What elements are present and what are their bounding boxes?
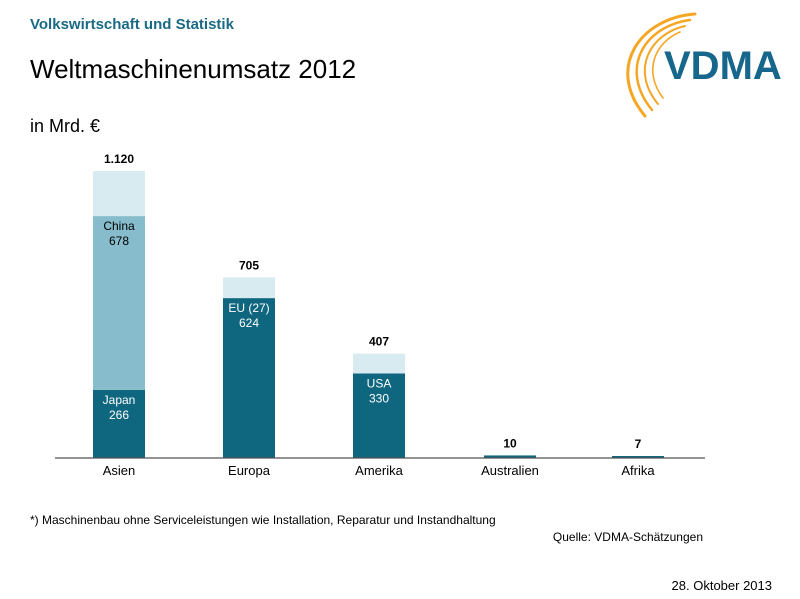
bar-segment-afrika-0 [612,456,664,458]
total-value-label: 7 [635,437,642,451]
vdma-logo-icon [626,12,697,118]
category-label: Europa [228,463,271,478]
category-label: Australien [481,463,539,478]
segment-value-label: 330 [369,391,389,405]
unit-label: in Mrd. € [30,116,101,136]
bar-segment-europa-1 [223,277,275,299]
segment-value-label: 266 [109,408,129,422]
category-label: Amerika [355,463,403,478]
source-note: Quelle: VDMA-Schätzungen [552,530,703,544]
total-value-label: 1.120 [104,152,134,166]
bar-segment-asien-2 [93,171,145,217]
date-label: 28. Oktober 2013 [671,578,772,593]
segment-name-label: China [103,219,135,233]
segment-value-label: 624 [239,316,259,330]
total-value-label: 10 [503,436,517,450]
total-value-label: 407 [369,335,389,349]
bar-segment-europa-0 [223,298,275,458]
footnote: *) Maschinenbau ohne Serviceleistungen w… [30,513,496,527]
segment-name-label: USA [367,376,392,390]
page-title: Weltmaschinenumsatz 2012 [30,54,357,84]
bar-segment-asien-1 [93,216,145,390]
department-heading: Volkswirtschaft und Statistik [30,16,234,33]
logo-text: VDMA [664,44,782,88]
total-value-label: 705 [239,258,259,272]
segment-value-label: 678 [109,234,129,248]
category-label: Asien [103,463,136,478]
bar-segment-australien-0 [484,455,536,458]
segment-name-label: EU (27) [228,301,269,315]
category-label: Afrika [621,463,655,478]
bar-segment-amerika-0 [353,373,405,458]
bar-segment-asien-0 [93,389,145,458]
bar-segment-amerika-1 [353,353,405,374]
segment-name-label: Japan [103,393,136,407]
